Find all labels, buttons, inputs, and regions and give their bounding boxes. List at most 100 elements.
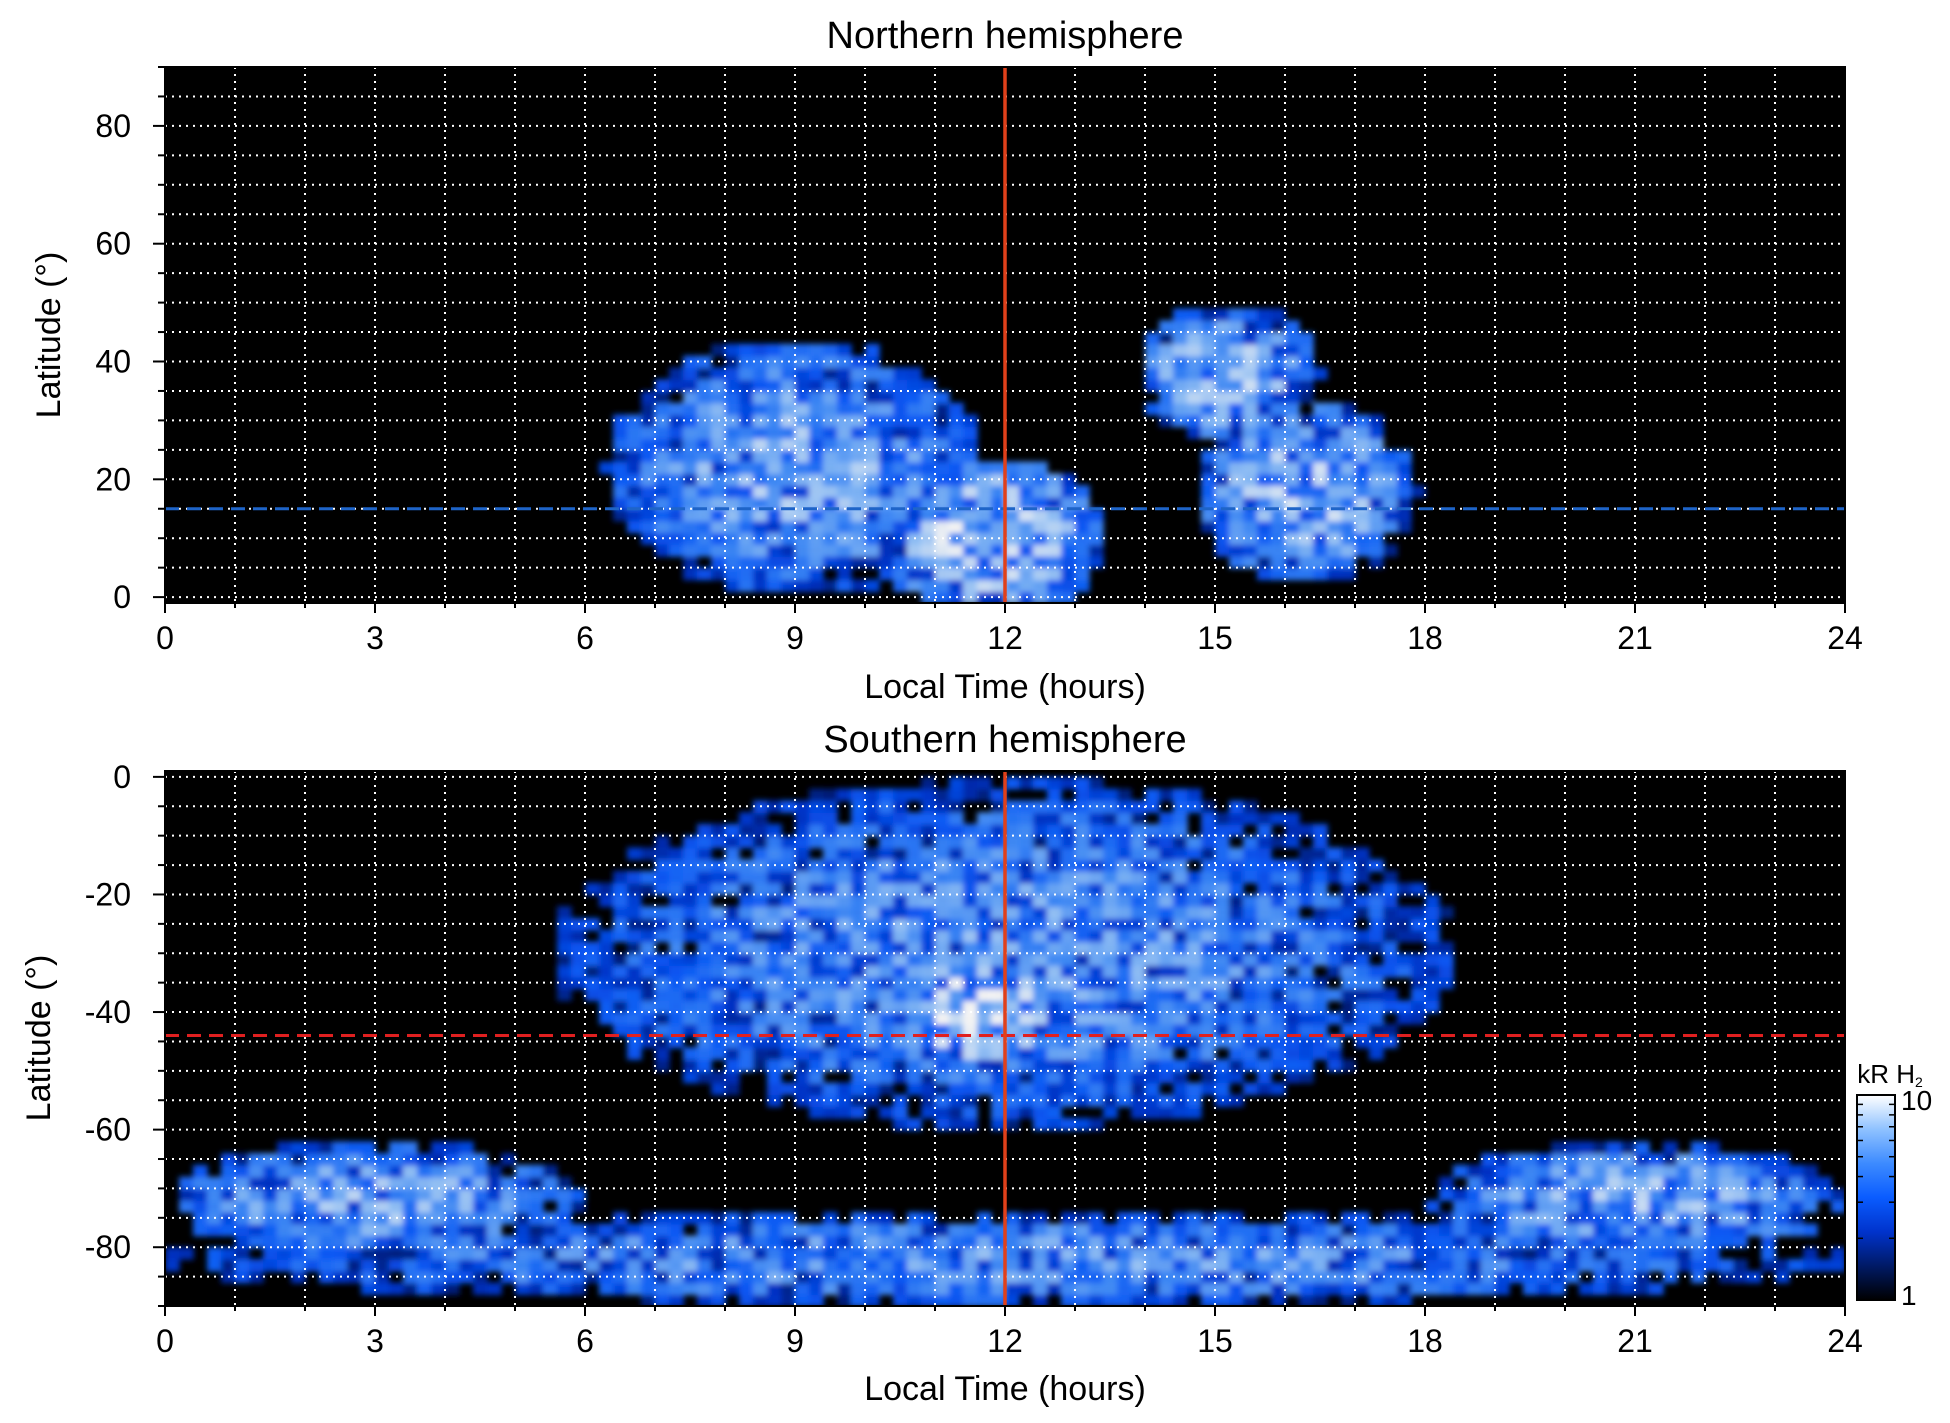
emission-cell	[1047, 1047, 1062, 1060]
emission-cell	[249, 1176, 264, 1190]
emission-cell	[683, 1047, 698, 1060]
emission-cell	[1229, 988, 1244, 1002]
emission-cell	[1187, 367, 1202, 380]
emission-cell	[879, 391, 894, 404]
emission-cell	[1103, 788, 1118, 802]
emission-cell	[865, 379, 880, 392]
emission-cell	[1145, 906, 1160, 919]
emission-cell	[1299, 1012, 1314, 1025]
emission-cell	[907, 449, 922, 463]
emission-cell	[921, 953, 936, 966]
emission-cell	[1271, 1223, 1286, 1237]
emission-cell	[781, 579, 796, 592]
emission-cell	[669, 894, 684, 908]
emission-cell	[543, 1282, 558, 1296]
emission-cell	[1173, 835, 1188, 849]
emission-cell	[795, 1235, 810, 1249]
emission-cell	[501, 1235, 516, 1249]
emission-cell	[921, 1259, 936, 1272]
emission-cell	[1019, 485, 1034, 498]
emission-cell	[1271, 1247, 1286, 1260]
x-tick-label: 24	[1827, 620, 1863, 656]
emission-cell	[1551, 1259, 1566, 1272]
emission-cell	[1047, 508, 1062, 522]
emission-cell	[473, 1223, 488, 1237]
emission-cell	[375, 1200, 390, 1213]
emission-cell	[781, 343, 796, 357]
emission-cell	[613, 894, 628, 908]
emission-cell	[1075, 485, 1090, 498]
emission-cell	[1159, 929, 1174, 943]
emission-cell	[1187, 906, 1202, 919]
emission-cell	[389, 1235, 404, 1249]
emission-cell	[1005, 1259, 1020, 1272]
emission-cell	[879, 835, 894, 849]
emission-cell	[949, 941, 964, 955]
emission-cell	[739, 812, 754, 825]
emission-cell	[445, 1223, 460, 1237]
emission-cell	[1285, 1070, 1300, 1084]
emission-cell	[1229, 1294, 1244, 1306]
emission-cell	[1369, 1223, 1384, 1237]
emission-cell	[417, 1247, 432, 1260]
emission-cell	[1159, 367, 1174, 380]
emission-cell	[1299, 379, 1314, 392]
emission-cell	[1271, 449, 1286, 463]
emission-cell	[319, 1164, 334, 1178]
emission-cell	[893, 1070, 908, 1084]
emission-cell	[963, 438, 978, 451]
emission-cell	[1719, 1176, 1734, 1190]
emission-cell	[865, 555, 880, 569]
emission-cell	[711, 1070, 726, 1084]
emission-cell	[1271, 426, 1286, 439]
emission-cell	[1019, 812, 1034, 825]
emission-cell	[683, 520, 698, 534]
emission-cell	[837, 1282, 852, 1296]
emission-cell	[711, 1235, 726, 1249]
emission-cell	[1103, 1070, 1118, 1084]
emission-cell	[795, 870, 810, 884]
emission-cell	[291, 1235, 306, 1249]
emission-cell	[1117, 823, 1132, 837]
emission-cell	[711, 1082, 726, 1096]
emission-cell	[949, 1235, 964, 1249]
emission-cell	[1523, 1282, 1538, 1296]
emission-cell	[1649, 1188, 1664, 1201]
emission-cell	[1607, 1164, 1622, 1178]
emission-cell	[907, 788, 922, 802]
emission-cell	[1019, 1023, 1034, 1037]
emission-cell	[879, 847, 894, 860]
emission-cell	[823, 508, 838, 522]
emission-cell	[1327, 485, 1342, 498]
emission-cell	[1145, 1012, 1160, 1025]
emission-cell	[851, 894, 866, 908]
emission-cell	[641, 1000, 656, 1013]
emission-cell	[1229, 965, 1244, 978]
emission-cell	[767, 1059, 782, 1072]
emission-cell	[1341, 567, 1356, 581]
emission-cell	[809, 823, 824, 837]
emission-cell	[1131, 906, 1146, 919]
y-tick-label: -20	[85, 876, 131, 912]
emission-cell	[907, 520, 922, 534]
emission-cell	[823, 988, 838, 1002]
emission-cell	[1285, 894, 1300, 908]
emission-cell	[445, 1164, 460, 1178]
emission-cell	[893, 555, 908, 569]
emission-cell	[991, 1070, 1006, 1084]
emission-cell	[1425, 1282, 1440, 1296]
emission-cell	[739, 953, 754, 966]
emission-cell	[1033, 1059, 1048, 1072]
emission-cell	[991, 1117, 1006, 1131]
emission-cell	[613, 988, 628, 1002]
emission-cell	[837, 1223, 852, 1237]
emission-cell	[1593, 1188, 1608, 1201]
emission-cell	[1789, 1259, 1804, 1272]
emission-cell	[697, 485, 712, 498]
emission-cell	[1131, 1012, 1146, 1025]
emission-cell	[1089, 929, 1104, 943]
emission-cell	[697, 941, 712, 955]
emission-cell	[865, 965, 880, 978]
emission-cell	[655, 1247, 670, 1260]
emission-cell	[1285, 870, 1300, 884]
